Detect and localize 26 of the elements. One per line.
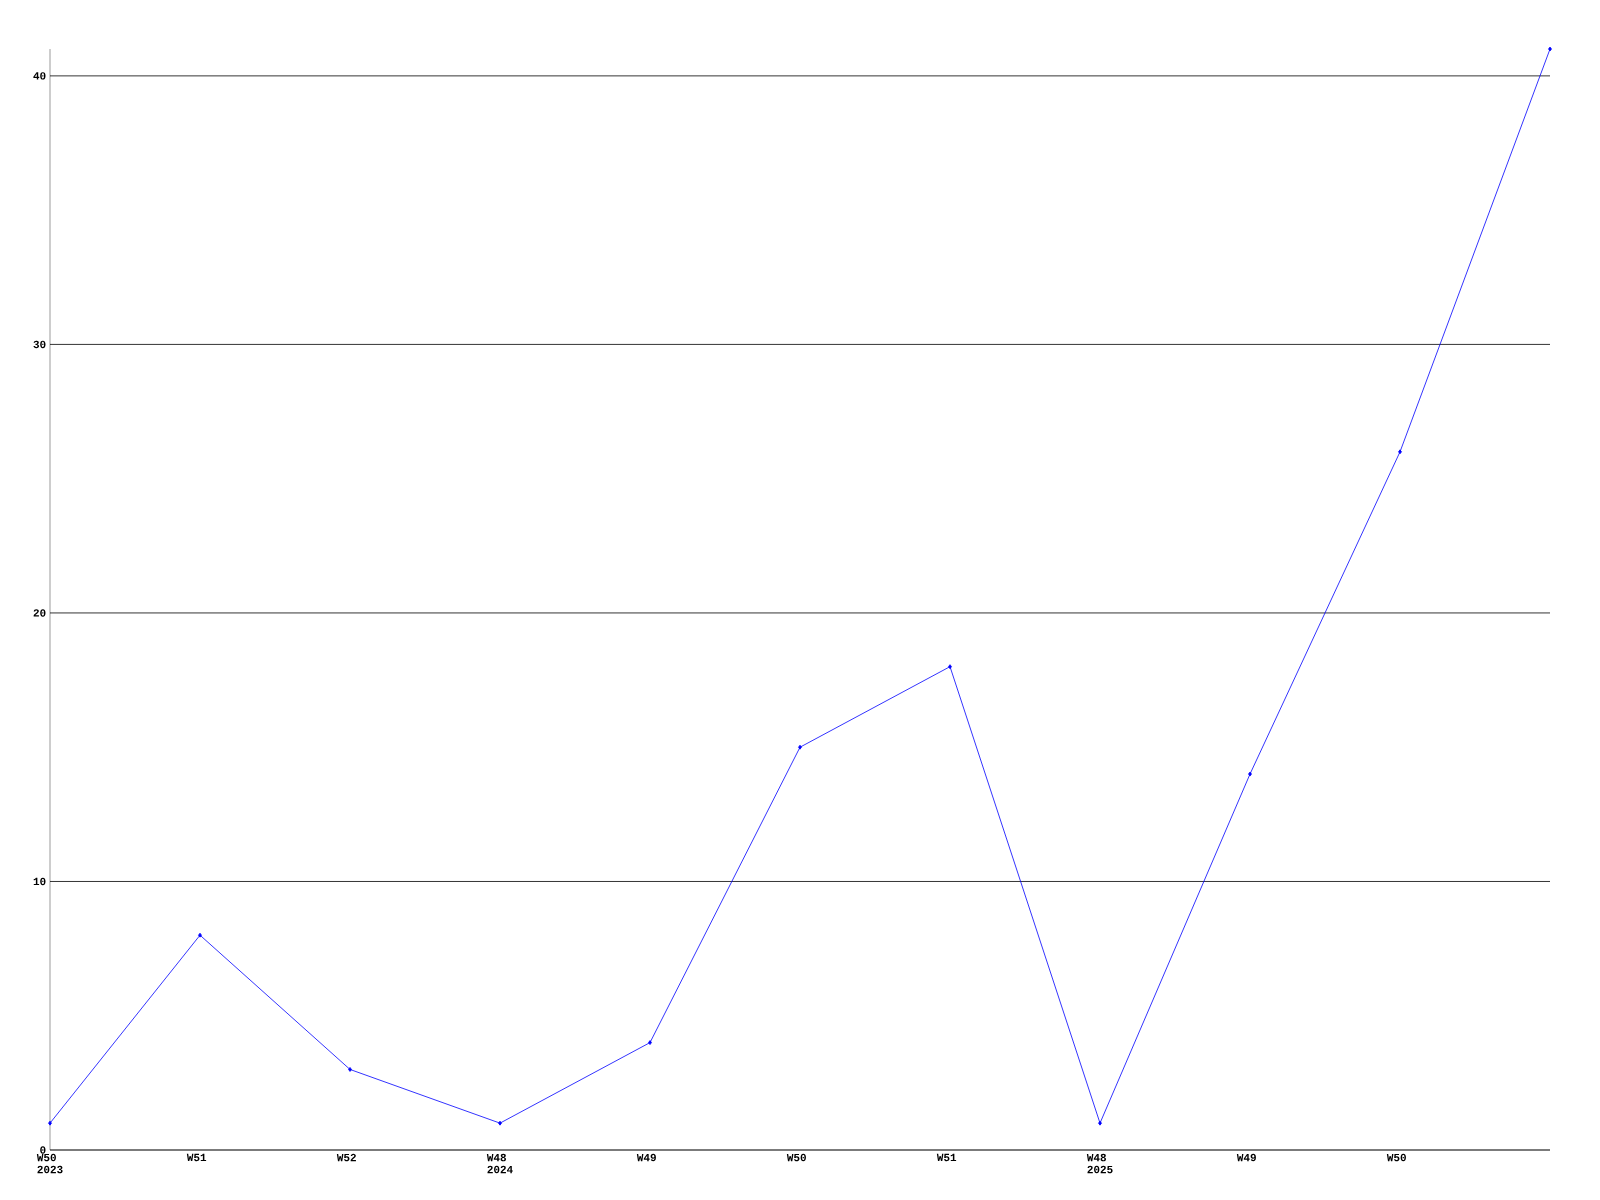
y-tick-label: 20: [33, 609, 46, 617]
y-tick-label: 0: [40, 1146, 46, 1154]
point: [1098, 1120, 1102, 1126]
point: [348, 1067, 352, 1072]
x-tick-label: W51: [936, 1153, 957, 1162]
x-tick-label: W48 2024: [486, 1153, 513, 1174]
point: [948, 664, 952, 670]
point: [648, 1040, 652, 1045]
point: [498, 1120, 502, 1126]
point: [1398, 449, 1402, 455]
point: [1248, 771, 1252, 777]
x-tick-label: W50: [1386, 1153, 1406, 1162]
point: [1548, 46, 1552, 52]
point: [198, 932, 202, 938]
x-tick-label: W50: [786, 1153, 806, 1162]
x-tick-label: W52: [336, 1153, 356, 1162]
x-tick-label: W50 2023: [36, 1153, 63, 1174]
x-tick-label: W48 2025: [1086, 1153, 1113, 1174]
x-tick-label: W49: [1236, 1153, 1256, 1162]
y-tick-label: 10: [33, 877, 46, 886]
point: [798, 744, 802, 750]
x-tick-label: W51: [186, 1153, 207, 1162]
x-tick-label: W49: [636, 1153, 656, 1162]
y-tick-label: 40: [33, 72, 46, 80]
y-tick-label: 30: [33, 340, 46, 349]
point: [48, 1120, 52, 1126]
